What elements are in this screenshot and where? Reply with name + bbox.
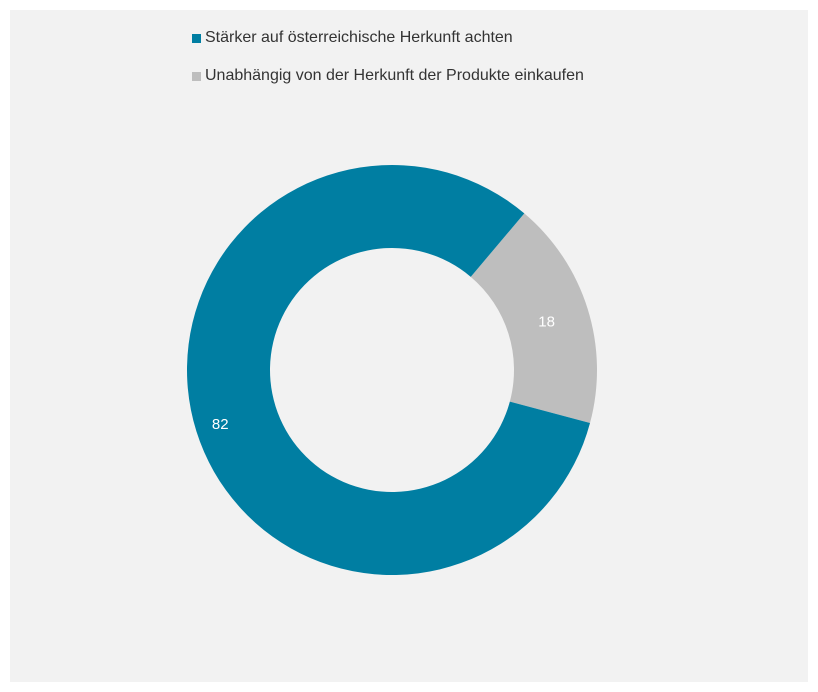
slice-starker[interactable] [187,164,591,575]
donut-slices [187,164,598,575]
data-label-starker: 82 [212,416,229,433]
legend-swatch-unabhaengig [192,71,201,81]
legend-item-starker[interactable]: Stärker auf österreichische Herkunft ach… [192,28,584,48]
data-label-unabhaengig: 18 [538,314,555,331]
legend-label-unabhaengig: Unabhängig von der Herkunft der Produkte… [205,67,584,84]
chart-legend: Stärker auf österreichische Herkunft ach… [192,28,584,104]
slice-unabhaengig[interactable] [470,213,598,424]
legend-item-unabhaengig[interactable]: Unabhängig von der Herkunft der Produkte… [192,66,584,86]
legend-swatch-starker [192,33,201,43]
chart-panel: Stärker auf österreichische Herkunft ach… [10,10,808,682]
legend-label-starker: Stärker auf österreichische Herkunft ach… [205,29,513,46]
